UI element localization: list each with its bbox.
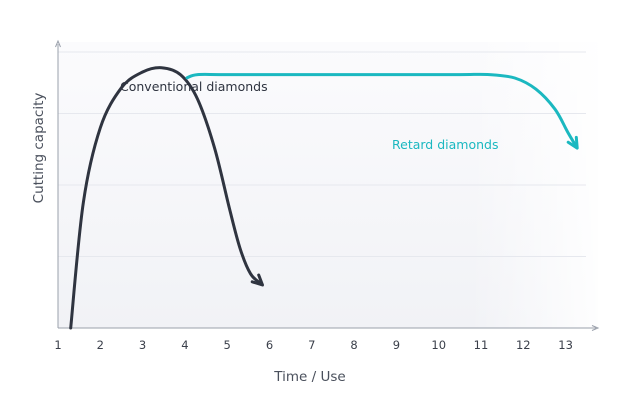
x-tick-label: 3 xyxy=(139,338,146,352)
series-label-conventional: Conventional diamonds xyxy=(120,79,268,94)
x-tick-label: 11 xyxy=(474,338,489,352)
x-tick-label: 1 xyxy=(54,338,61,352)
x-tick-label: 10 xyxy=(431,338,446,352)
series-line-0 xyxy=(69,66,263,330)
axes xyxy=(55,39,600,331)
x-tick-label: 2 xyxy=(97,338,104,352)
x-tick-label: 7 xyxy=(308,338,315,352)
x-tick-label: 8 xyxy=(350,338,357,352)
x-tick-label: 4 xyxy=(181,338,188,352)
gridlines xyxy=(58,51,586,257)
y-axis-label: Cutting capacity xyxy=(31,93,47,204)
x-tick-label: 12 xyxy=(516,338,531,352)
x-tick-label: 5 xyxy=(224,338,231,352)
x-axis-label: Time / Use xyxy=(273,369,345,385)
series-arrow-icon xyxy=(566,135,579,150)
series-label-retard: Retard diamonds xyxy=(392,137,498,152)
series-group xyxy=(69,66,579,330)
series-arrow-icon xyxy=(250,273,264,287)
x-tick-label: 9 xyxy=(393,338,400,352)
x-tick-label: 6 xyxy=(266,338,273,352)
y-axis-arrow-icon xyxy=(55,39,61,48)
x-tick-labels: 1 2 3 4 5 6 7 8 9 10 11 12 13 xyxy=(54,338,573,352)
series-line-1 xyxy=(185,72,578,148)
x-tick-label: 13 xyxy=(558,338,573,352)
x-axis-arrow-icon xyxy=(591,325,600,331)
